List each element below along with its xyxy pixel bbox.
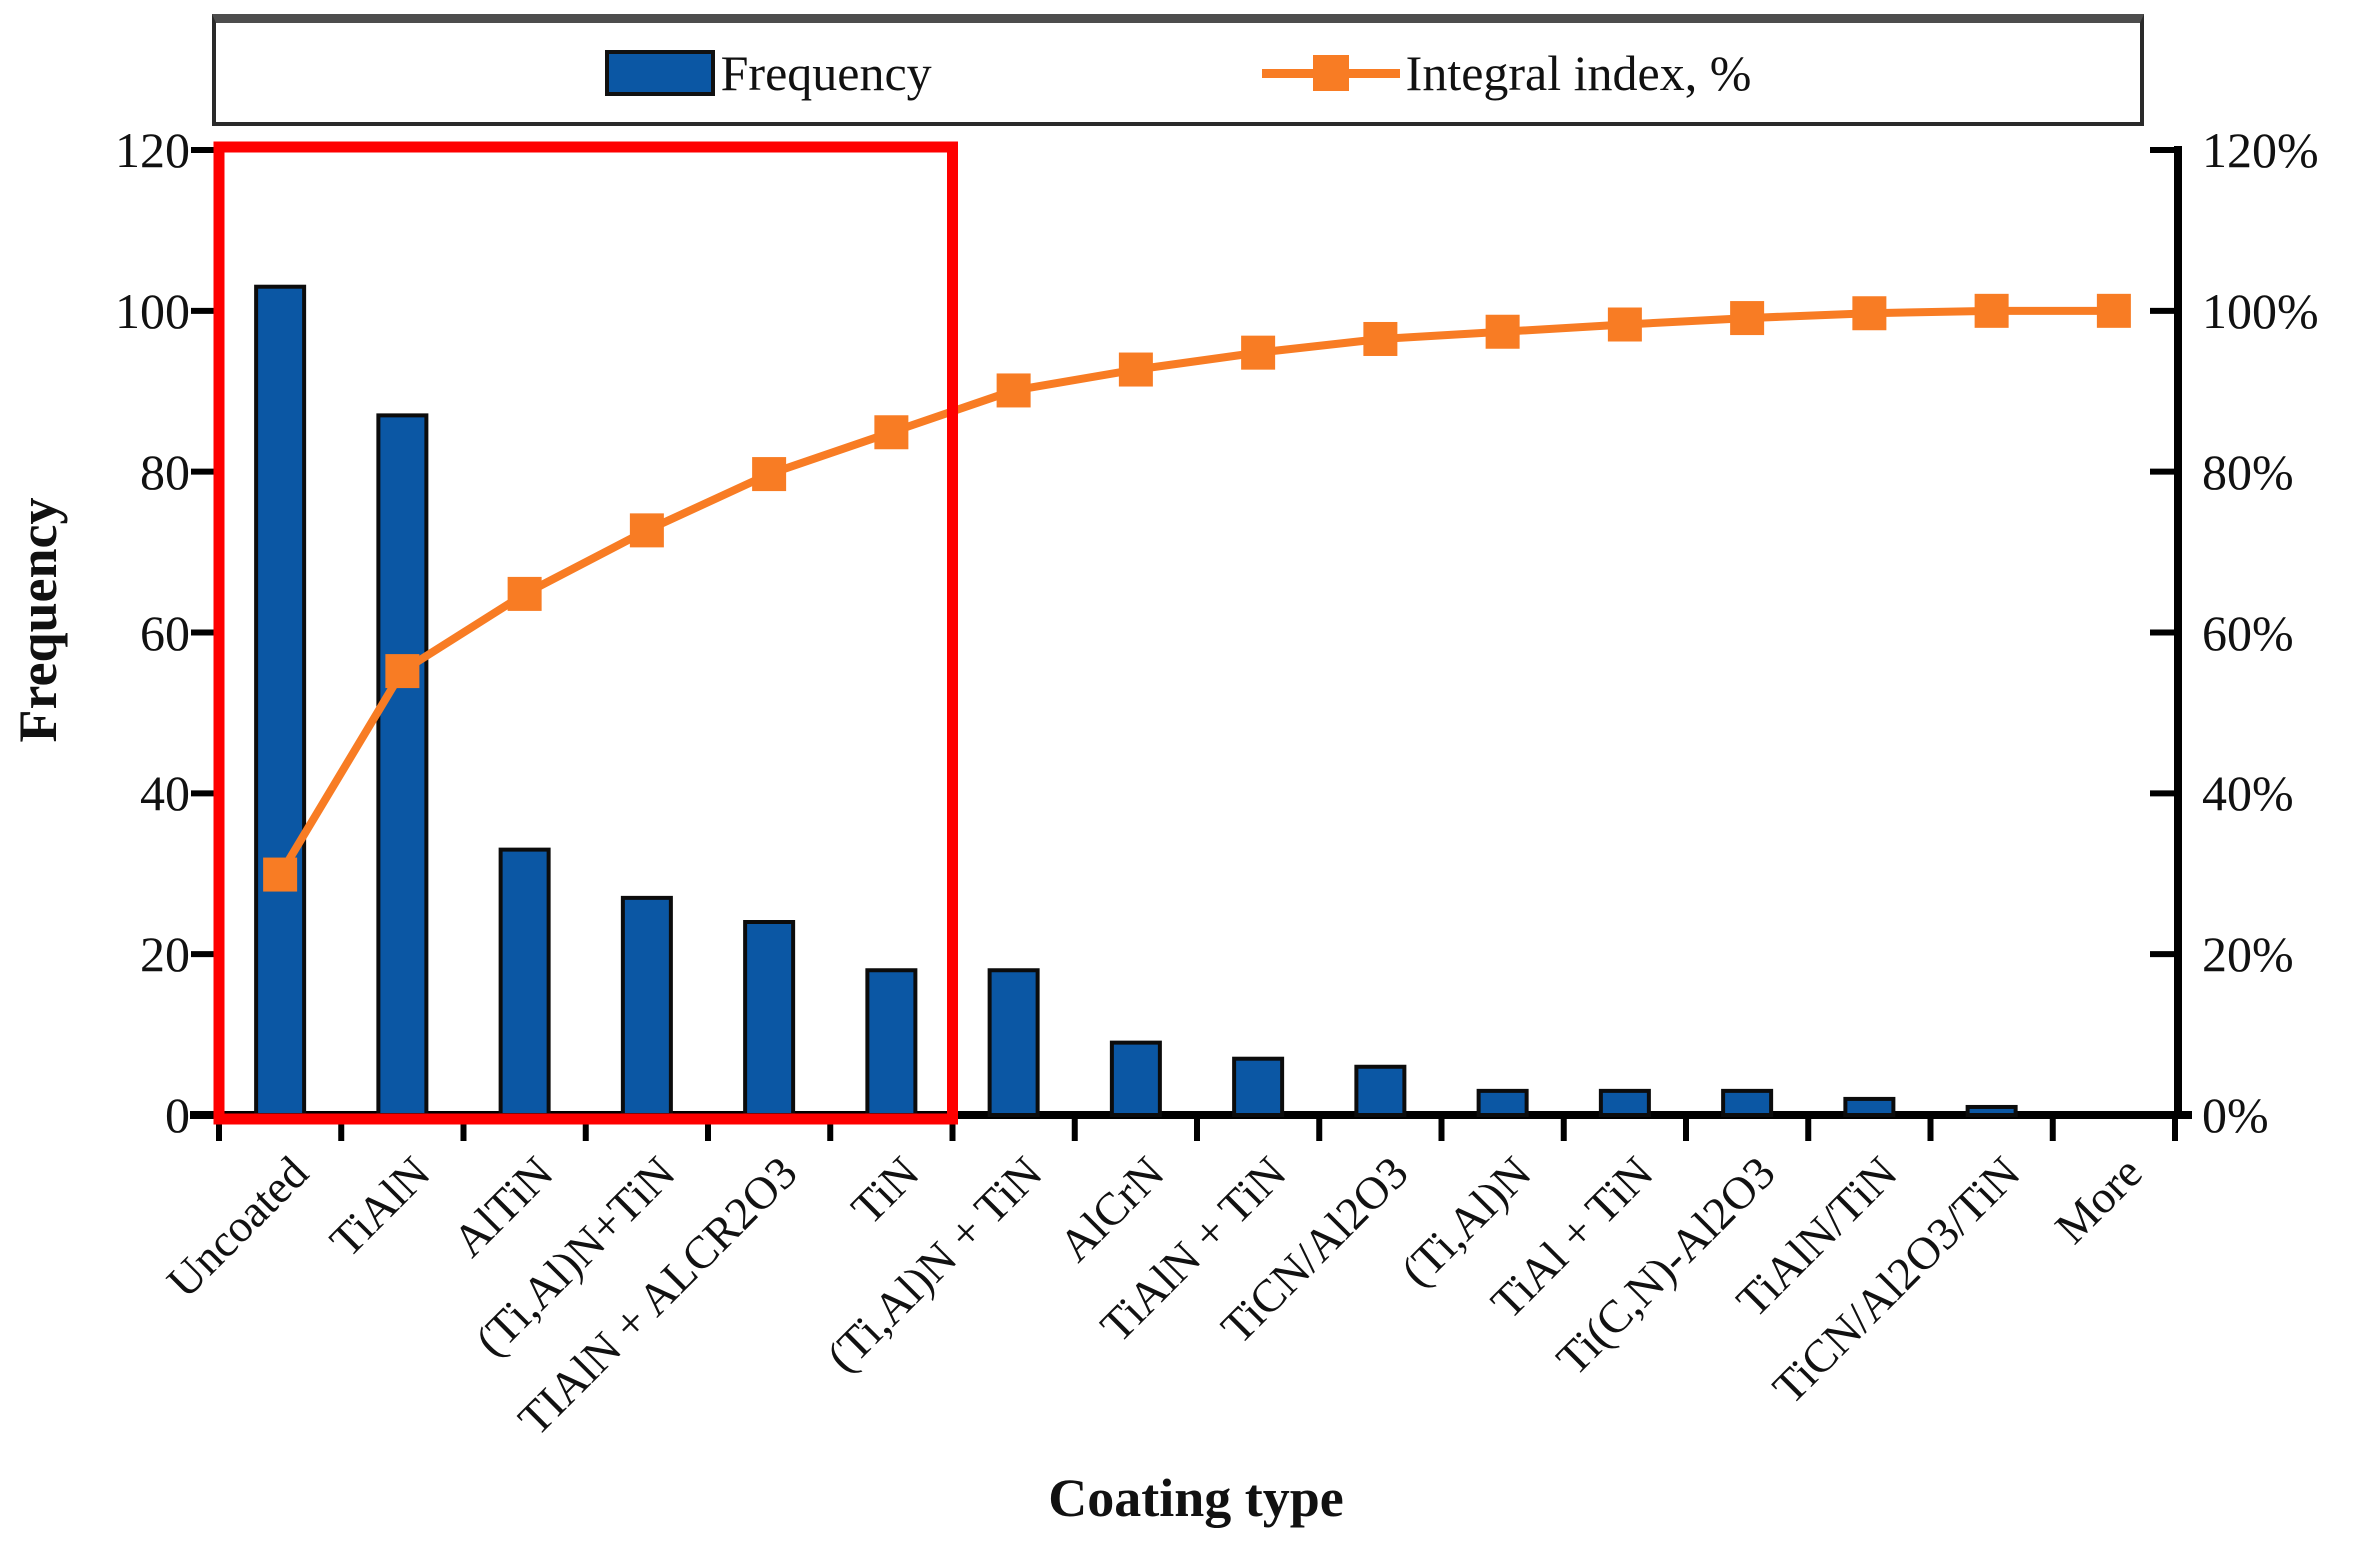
integral-index-marker [1852,296,1887,331]
x-axis-title: Coating type [1048,1468,1344,1528]
legend-item-frequency: Frequency [604,44,932,101]
frequency-bar [1965,1104,2018,1118]
frequency-bar [987,968,1040,1117]
integral-index-marker [752,457,787,492]
integral-index-marker [1974,293,2009,328]
right-axis-tick-label: 60% [2202,604,2294,661]
integral-index-marker [263,857,298,892]
legend-frequency-label: Frequency [720,44,932,101]
frequency-bar [1354,1064,1407,1117]
frequency-bar [1232,1056,1285,1118]
integral-index-marker [629,513,664,548]
integral-index-marker [507,576,542,611]
highlight-red-box [213,141,958,1125]
legend-square-marker-icon [1312,54,1349,91]
y-axis-tick-label: 20 [140,926,190,983]
integral-index-marker [1730,301,1765,336]
right-axis-tick-label: 20% [2202,926,2294,983]
integral-index-marker [1363,321,1398,356]
right-axis-tick-label: 40% [2202,765,2294,822]
right-axis-tick-label: 0% [2202,1087,2269,1143]
y-axis-tick-label: 60 [140,604,190,661]
integral-index-marker [996,373,1031,408]
frequency-bar [1476,1088,1529,1117]
y-axis-tick-label: 120 [115,122,190,178]
integral-index-line-marker-icon [1261,52,1400,94]
integral-index-marker [2096,293,2131,328]
integral-index-marker [385,654,420,689]
y-axis-tick-label: 40 [140,765,190,822]
right-axis-tick-label: 100% [2202,282,2319,339]
integral-index-marker [1485,314,1520,349]
integral-index-marker [874,415,909,450]
frequency-bar [743,920,796,1117]
frequency-bar [1598,1088,1651,1117]
right-axis-tick-label: 120% [2202,122,2319,178]
frequency-bar [254,284,307,1118]
right-axis-tick-label: 80% [2202,443,2294,500]
frequency-bar [1721,1088,1774,1117]
integral-index-marker [1607,307,1642,342]
frequency-bar [498,847,551,1117]
legend-integral-label: Integral index, % [1405,44,1752,101]
y-axis-tick-label: 80 [140,443,190,500]
legend-item-integral-index: Integral index, % [1261,44,1752,101]
frequency-bar [865,968,918,1117]
frequency-bar [1109,1040,1162,1117]
frequency-bar [1843,1096,1896,1117]
integral-index-line [276,306,2114,877]
frequency-bar [620,895,673,1117]
frequency-bar [376,413,429,1117]
frequency-swatch-icon [604,49,715,96]
y-axis-tick-label: 100 [115,282,190,339]
integral-index-marker [1241,335,1276,370]
y-axis-tick-label: 0 [165,1087,190,1143]
integral-index-marker [1118,352,1153,387]
legend: Frequency Integral index, % [212,14,2144,126]
